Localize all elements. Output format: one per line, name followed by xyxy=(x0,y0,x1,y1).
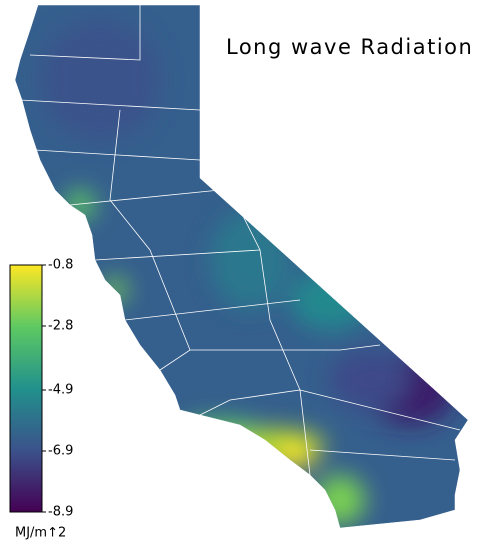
colorbar-tick-label: -6.9 xyxy=(48,444,73,459)
colorbar-tick-label: -4.9 xyxy=(48,383,73,398)
colorbar xyxy=(9,264,43,513)
colorbar-tick-label: -0.8 xyxy=(48,258,73,273)
map-title: Long wave Radiation xyxy=(226,35,473,59)
colorbar-label: MJ/m↑2 xyxy=(15,526,66,541)
colorbar-tick-label: -8.9 xyxy=(48,505,73,520)
colorbar-tick-label: -2.8 xyxy=(48,318,73,333)
